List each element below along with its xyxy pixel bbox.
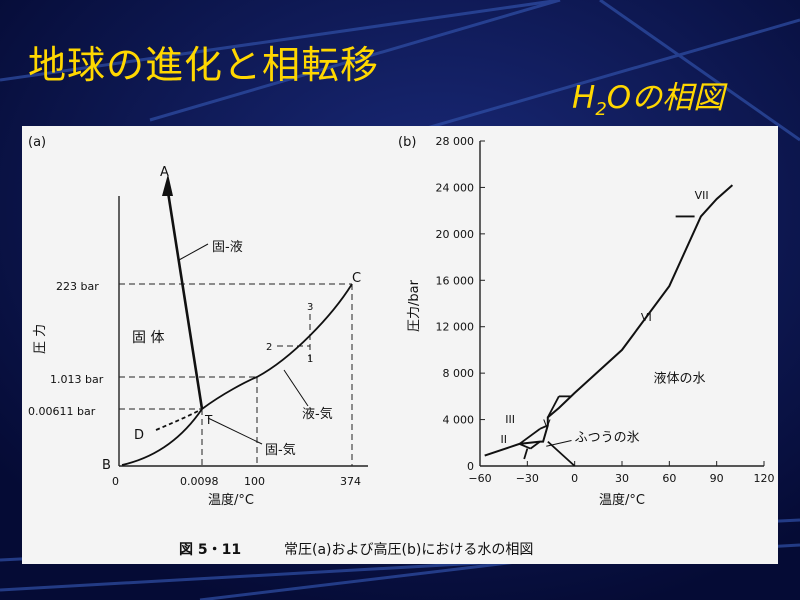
phase-diagram-figure: (a) 圧 力 223 bar 1.013 bar 0.00611 bar 0 … [28, 135, 775, 558]
curve-solid-gas [121, 408, 203, 466]
panel-b-melting-curve [484, 184, 734, 457]
panel-b-ice-label: ふつうの氷 [575, 431, 640, 446]
panel-b-chart: 0 4 000 8 000 12 000 16 000 20 000 24 000 28 00… [407, 135, 775, 508]
panel-b-phase-boundary [547, 395, 560, 418]
panel-b-ylabel: 圧力/bar [407, 279, 422, 332]
panel-a-ytick-223: 223 bar [56, 280, 99, 293]
leader-solid-gas [207, 417, 263, 445]
panel-a-xtick-00098: 0.0098 [180, 475, 219, 488]
panel-b-phase-boundary [539, 424, 549, 430]
subtitle-sub: 2 [595, 99, 607, 121]
panel-b-label: (b) [398, 135, 416, 150]
panel-b-phase-boundary [519, 443, 531, 450]
curve-solid-liquid [166, 191, 204, 410]
panel-a-ylabel: 圧 力 [33, 324, 48, 354]
point-t-label: T [204, 413, 213, 427]
panel-b-xtick-label: −30 [516, 472, 539, 485]
panel-b-ytick-label: 4 000 [443, 414, 475, 427]
panel-b-ytick-label: 16 000 [436, 274, 475, 287]
label-liquid-gas: 液-気 [302, 406, 333, 422]
label-solid-region: 固 体 [132, 330, 164, 346]
panel-a-label: (a) [28, 135, 46, 150]
panel-b-xtick-label: 120 [754, 472, 775, 485]
panel-b-xtick-label: 30 [615, 472, 629, 485]
panel-b-phase-boundary [518, 428, 541, 445]
panel-a-xtick-0: 0 [112, 475, 119, 488]
panel-b-ytick-label: 8 000 [443, 367, 475, 380]
panel-b-ytick-label: 20 000 [436, 228, 475, 241]
point-a-label: A [160, 165, 169, 180]
subtitle-rest: Oの相図 [606, 80, 725, 116]
panel-b-phase-label: V [543, 418, 551, 431]
point-d-label: D [134, 428, 144, 443]
path-label-2: 2 [266, 342, 272, 353]
path-label-3: 3 [307, 302, 313, 313]
panel-b-ytick-label: 24 000 [436, 181, 475, 194]
panel-b-xtick-label: 60 [662, 472, 676, 485]
panel-a-ytick-1013: 1.013 bar [50, 373, 104, 386]
panel-a-xtick-374: 374 [340, 475, 361, 488]
caption-figure-number: 図 5・11 [179, 542, 241, 558]
panel-b-ice-leader [546, 439, 572, 447]
leader-solid-liquid [178, 243, 209, 261]
caption-text: 常圧(a)および高圧(b)における水の相図 [284, 541, 533, 558]
panel-b-ytick-label: 28 000 [436, 135, 475, 148]
panel-b-phase-boundary [547, 440, 576, 467]
panel-b-ytick-label: 12 000 [436, 321, 475, 334]
slide-subtitle: H2Oの相図 [572, 72, 724, 120]
point-c-label: C [352, 271, 361, 286]
path-label-1: 1 [307, 354, 313, 365]
panel-a-ytick-00061: 0.00611 bar [28, 405, 96, 418]
label-solid-gas: 固-気 [265, 442, 296, 458]
label-solid-liquid: 固-液 [212, 240, 243, 255]
panel-b-xtick-label: 0 [571, 472, 578, 485]
point-b-label: B [102, 458, 111, 473]
panel-b-xtick-label: 90 [710, 472, 724, 485]
panel-b-phase-label: VII [695, 189, 709, 202]
leader-liquid-gas [283, 369, 309, 407]
panel-b-ytick-label: 0 [467, 460, 474, 473]
figure-panel: (a) 圧 力 223 bar 1.013 bar 0.00611 bar 0 … [22, 126, 778, 564]
panel-b-phase-boundary [529, 440, 541, 450]
panel-a-xtick-100: 100 [244, 475, 265, 488]
subtitle-h: H [572, 80, 596, 116]
panel-b-phase-boundary [523, 448, 529, 460]
curve-liquid-gas [201, 283, 353, 410]
panel-a-xlabel: 温度/°C [208, 492, 254, 508]
panel-b-liquid-label: 液体の水 [654, 371, 706, 386]
panel-b-phase-label: VI [641, 311, 652, 324]
panel-b-phase-label: II [501, 433, 508, 446]
panel-b-xlabel: 温度/°C [599, 492, 645, 508]
panel-b-xtick-label: −60 [468, 472, 491, 485]
arrow-a [162, 174, 173, 196]
slide-title: 地球の進化と相転移 [28, 43, 380, 87]
panel-b-phase-label: III [505, 413, 515, 426]
